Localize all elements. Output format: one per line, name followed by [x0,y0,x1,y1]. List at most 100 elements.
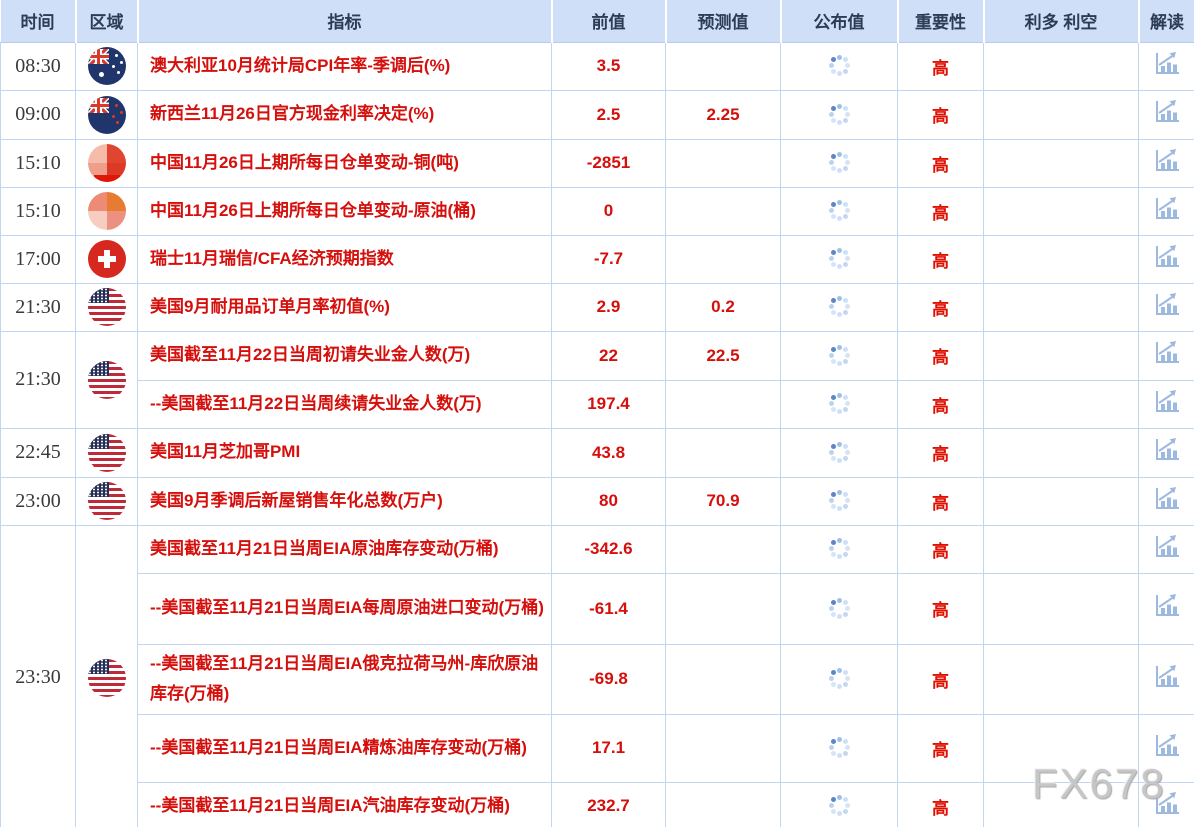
forecast-value [665,427,781,478]
loading-spinner-icon [837,498,842,503]
loading-spinner-icon [837,401,842,406]
importance-badge: 高 [897,379,984,429]
indicator-link[interactable]: --美国截至11月21日当周EIA汽油库存变动(万桶) [137,781,552,827]
indicator-link[interactable]: 中国11月26日上期所每日仓单变动-原油(桶) [137,186,552,236]
usa-flag-icon [87,482,126,520]
previous-value: 0 [551,186,666,236]
header-time: 时间 [0,0,77,43]
time-cell: 21:30 [0,282,76,332]
table-row: --美国截至11月21日当周EIA汽油库存变动(万桶) 232.7 高 [1,781,1194,827]
importance-badge: 高 [897,572,984,645]
table-row: 23:00 美国9月季调后新屋销售年化总数(万户) 80 70.9 高 [0,476,1194,526]
header-importance: 重要性 [897,0,985,43]
chart-trend-icon[interactable] [1153,437,1181,463]
table-row: 21:30 美国截至11月22日当周初请失业金人数(万) 22 22.5 高 [0,330,1194,429]
loading-spinner-icon [837,745,842,750]
table-row: --美国截至11月22日当周续请失业金人数(万) 197.4 高 [1,379,1194,429]
published-value-cell [780,138,898,188]
bulls-bears-cell [983,379,1139,429]
region-cell [75,282,138,332]
previous-value: -69.8 [551,643,666,715]
chart-trend-icon[interactable] [1153,244,1181,270]
forecast-value: 0.2 [665,282,781,332]
interpret-cell [1138,572,1194,645]
importance-badge: 高 [897,89,984,140]
published-value-cell [780,379,898,429]
usa-flag-icon [87,658,126,697]
previous-value: 197.4 [551,379,666,429]
indicator-link[interactable]: 新西兰11月26日官方现金利率决定(%) [137,89,552,140]
indicator-link[interactable]: 美国截至11月21日当周EIA原油库存变动(万桶) [137,524,552,574]
published-value-cell [780,572,898,645]
switzerland-flag-icon [87,240,126,278]
interpret-cell [1138,282,1194,332]
chart-trend-icon[interactable] [1153,389,1181,415]
bulls-bears-cell [983,427,1139,478]
bulls-bears-cell [983,524,1139,574]
published-value-cell [780,282,898,332]
time-cell: 17:00 [0,234,76,284]
chart-trend-icon[interactable] [1153,196,1181,222]
header-indicator: 指标 [137,0,553,43]
chart-trend-icon[interactable] [1153,593,1181,619]
indicator-link[interactable]: 美国截至11月22日当周初请失业金人数(万) [137,330,552,381]
chart-trend-icon[interactable] [1153,791,1181,817]
importance-badge: 高 [897,713,984,783]
indicator-link[interactable]: --美国截至11月21日当周EIA俄克拉荷马州-库欣原油库存(万桶) [137,643,552,715]
bulls-bears-cell [983,330,1139,381]
region-cell [75,41,138,91]
bulls-bears-cell [983,643,1139,715]
china-flag-icon [87,192,126,230]
indicator-link[interactable]: --美国截至11月21日当周EIA精炼油库存变动(万桶) [137,713,552,783]
published-value-cell [780,234,898,284]
chart-trend-icon[interactable] [1153,99,1181,125]
chart-trend-icon[interactable] [1153,534,1181,560]
region-cell [75,138,138,188]
interpret-cell [1138,138,1194,188]
previous-value: 2.9 [551,282,666,332]
chart-trend-icon[interactable] [1153,664,1181,690]
indicator-link[interactable]: --美国截至11月22日当周续请失业金人数(万) [137,379,552,429]
published-value-cell [780,524,898,574]
loading-spinner-icon [837,256,842,261]
chart-trend-icon[interactable] [1153,486,1181,512]
indicator-link[interactable]: 美国9月耐用品订单月率初值(%) [137,282,552,332]
region-cell [75,427,138,478]
usa-flag-icon [87,360,126,399]
importance-badge: 高 [897,41,984,91]
chart-trend-icon[interactable] [1153,148,1181,174]
published-value-cell [780,41,898,91]
interpret-cell [1138,41,1194,91]
indicator-link[interactable]: 中国11月26日上期所每日仓单变动-铜(吨) [137,138,552,188]
forecast-value [665,186,781,236]
importance-badge: 高 [897,138,984,188]
importance-badge: 高 [897,643,984,715]
time-cell: 23:30 [0,524,76,827]
bulls-bears-cell [983,282,1139,332]
interpret-cell [1138,524,1194,574]
forecast-value [665,781,781,827]
table-row: 21:30 美国9月耐用品订单月率初值(%) 2.9 0.2 高 [0,282,1194,332]
interpret-cell [1138,427,1194,478]
previous-value: 22 [551,330,666,381]
indicator-link[interactable]: 澳大利亚10月统计局CPI年率-季调后(%) [137,41,552,91]
forecast-value [665,713,781,783]
indicator-link[interactable]: 美国9月季调后新屋销售年化总数(万户) [137,476,552,526]
chart-trend-icon[interactable] [1153,340,1181,366]
chart-trend-icon[interactable] [1153,733,1181,759]
table-row: 15:10 中国11月26日上期所每日仓单变动-原油(桶) 0 高 [0,186,1194,236]
forecast-value: 2.25 [665,89,781,140]
indicator-link[interactable]: --美国截至11月21日当周EIA每周原油进口变动(万桶) [137,572,552,645]
time-cell: 23:00 [0,476,76,526]
table-row: 17:00 瑞士11月瑞信/CFA经济预期指数 -7.7 高 [0,234,1194,284]
indicator-link[interactable]: 美国11月芝加哥PMI [137,427,552,478]
chart-trend-icon[interactable] [1153,51,1181,77]
header-region: 区域 [75,0,139,43]
indicator-link[interactable]: 瑞士11月瑞信/CFA经济预期指数 [137,234,552,284]
importance-badge: 高 [897,330,984,381]
importance-badge: 高 [897,234,984,284]
loading-spinner-icon [837,353,842,358]
chart-trend-icon[interactable] [1153,292,1181,318]
time-cell: 15:10 [0,186,76,236]
interpret-cell [1138,330,1194,381]
